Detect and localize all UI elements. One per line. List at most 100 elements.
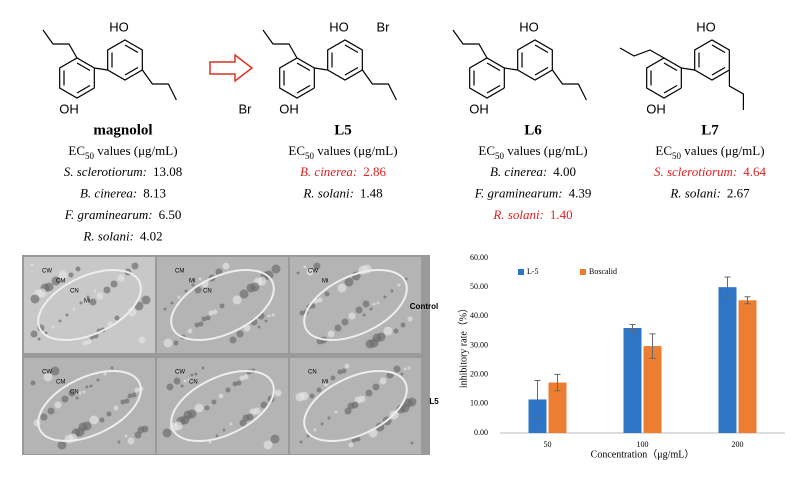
bond (141, 69, 177, 101)
texture (162, 428, 172, 438)
micrograph-label: Mi (322, 279, 328, 285)
micrograph-label: CN (70, 390, 79, 396)
bond (504, 67, 518, 71)
texture (393, 365, 401, 373)
texture (410, 441, 414, 445)
texture (327, 330, 335, 338)
texture (362, 313, 366, 317)
species: R. solani: (82, 228, 134, 243)
texture (264, 319, 268, 323)
texture (303, 265, 307, 269)
bond (124, 44, 139, 54)
bond (344, 44, 359, 54)
texture (310, 303, 316, 309)
texture (37, 288, 47, 298)
texture (61, 395, 69, 403)
texture (124, 398, 130, 404)
texture (134, 431, 142, 439)
compound-name: L5 (334, 122, 352, 138)
bond (42, 29, 78, 59)
texture (222, 428, 226, 432)
species: R. solani: (302, 185, 354, 200)
texture (82, 421, 92, 431)
texture (30, 330, 38, 338)
species: F. graminearum: (64, 207, 153, 222)
ec50-value: 8.13 (143, 185, 166, 200)
texture (54, 401, 62, 409)
texture (177, 295, 181, 299)
texture (299, 440, 303, 444)
texture (274, 389, 282, 397)
y-tick-label: 20.00 (470, 369, 488, 378)
bond (728, 70, 745, 110)
texture (407, 397, 417, 407)
texture (75, 266, 81, 272)
ec50-entry: R. solani: 1.40 (492, 207, 572, 222)
texture (257, 325, 261, 329)
texture (379, 377, 387, 385)
row-label: L5 (429, 397, 439, 406)
cell (303, 370, 408, 442)
error-bar (724, 276, 731, 298)
ec50-value: 2.67 (727, 185, 750, 200)
texture (117, 274, 125, 282)
texture (170, 301, 174, 305)
texture (229, 336, 237, 344)
ec50-header: EC50 values (μg/mL) (655, 143, 764, 161)
texture (99, 417, 105, 423)
texture (58, 319, 62, 323)
ec50-value: 1.48 (360, 185, 383, 200)
texture (376, 332, 386, 342)
species: B. cinerea: (80, 185, 137, 200)
texture (51, 325, 55, 329)
bond (663, 84, 678, 94)
atom-label: HO (109, 19, 129, 34)
x-tick-label: 100 (637, 440, 649, 449)
texture (355, 436, 361, 442)
texture (198, 321, 204, 327)
ec50-entry: B. cinerea: 8.13 (80, 185, 166, 200)
micrograph-label: CM (56, 380, 65, 386)
texture (103, 286, 111, 294)
texture (330, 375, 336, 381)
bond (59, 57, 95, 99)
species: S. sclerotiorum: (64, 164, 147, 179)
texture (30, 263, 34, 267)
texture (358, 395, 366, 403)
texture (190, 373, 194, 377)
error-bar (629, 324, 636, 332)
texture (127, 393, 133, 399)
texture (183, 379, 187, 383)
ec50-value: 13.08 (153, 164, 182, 179)
texture (271, 313, 275, 317)
error-bar (649, 333, 656, 359)
texture (96, 292, 104, 300)
error-bar (534, 380, 541, 419)
texture (85, 385, 89, 389)
ec50-prefix: EC (478, 143, 495, 158)
bar (738, 300, 757, 433)
bond (124, 66, 139, 76)
texture (306, 268, 314, 276)
texture (299, 310, 305, 316)
texture (324, 291, 330, 297)
bond (551, 69, 587, 101)
texture (383, 326, 393, 336)
y-axis-title: inhibitory rate（%） (457, 303, 469, 388)
texture (393, 328, 399, 334)
texture (239, 375, 245, 381)
cell (170, 370, 275, 442)
texture (263, 440, 273, 450)
compound-name: magnolol (93, 122, 152, 138)
texture (208, 310, 214, 316)
texture (306, 434, 310, 438)
ec50-sub: 50 (305, 151, 315, 161)
texture (341, 368, 347, 374)
texture (138, 336, 146, 344)
texture (236, 380, 242, 386)
texture (120, 399, 126, 405)
bond (486, 84, 501, 94)
bond (681, 67, 695, 71)
texture (225, 387, 231, 393)
ec50-value: 4.02 (140, 228, 163, 243)
